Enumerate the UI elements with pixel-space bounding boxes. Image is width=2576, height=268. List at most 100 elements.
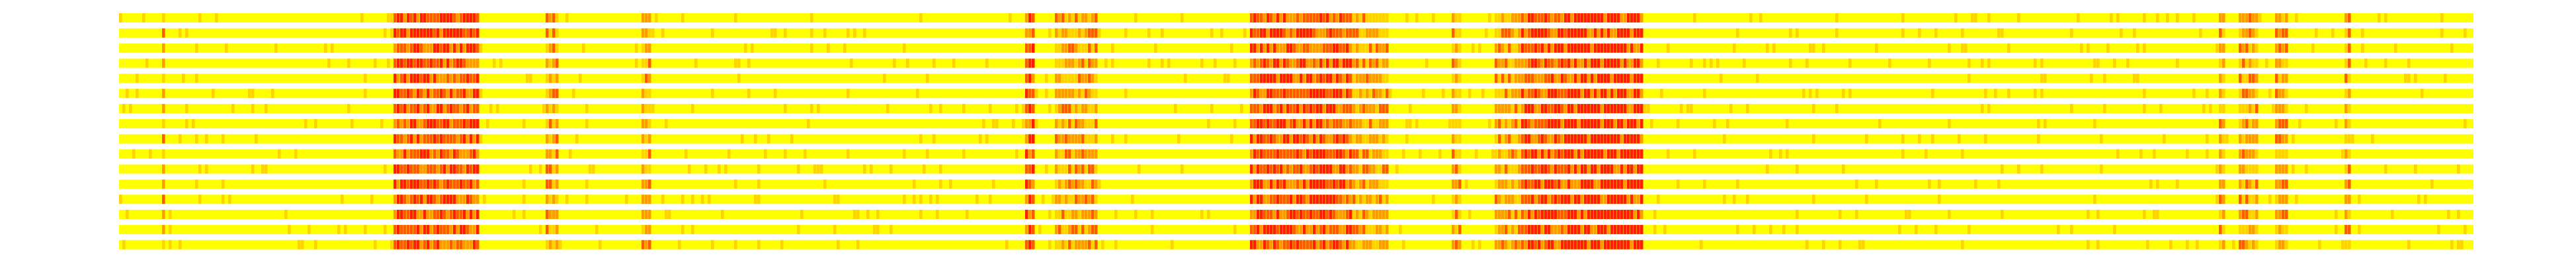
heatmap-cell: [2275, 118, 2278, 128]
heatmap-cell: [1028, 149, 1032, 159]
heatmap-cell: [2044, 118, 2047, 128]
heatmap-cell: [2282, 210, 2285, 220]
heatmap-cell: [473, 224, 476, 234]
heatmap-cell: [463, 164, 466, 174]
heatmap-cell: [1372, 73, 1376, 83]
heatmap-cell: [1515, 179, 1518, 189]
heatmap-cell: [1343, 179, 1346, 189]
heatmap-cell: [298, 240, 301, 249]
heatmap-cell: [384, 164, 387, 174]
heatmap-cell: [585, 104, 589, 114]
heatmap-cell: [2345, 224, 2348, 234]
heatmap-cell: [1091, 28, 1095, 38]
heatmap-cell: [466, 224, 470, 234]
heatmap-cell: [430, 58, 433, 68]
heatmap-cell: [1501, 104, 1505, 114]
heatmap-cell: [1842, 164, 1845, 174]
heatmap-cell: [1574, 134, 1577, 144]
heatmap-cell: [1640, 240, 1643, 249]
heatmap-cell: [384, 224, 387, 234]
heatmap-cell: [1624, 58, 1627, 68]
heatmap-cell: [1296, 240, 1300, 249]
heatmap-cell: [648, 240, 651, 249]
heatmap-cell: [1349, 73, 1352, 83]
heatmap-cell: [2116, 149, 2120, 159]
heatmap-cell: [1372, 134, 1376, 144]
heatmap-cell: [1620, 118, 1624, 128]
heatmap-cell: [1333, 149, 1336, 159]
heatmap-cell: [1534, 13, 1538, 22]
heatmap-cell: [466, 43, 470, 53]
heatmap-cell: [556, 134, 559, 144]
heatmap-cell: [1032, 28, 1035, 38]
heatmap-cell: [410, 134, 413, 144]
heatmap-cell: [427, 195, 430, 204]
heatmap-cell: [1634, 104, 1637, 114]
heatmap-cell: [1250, 195, 1253, 204]
heatmap-cell: [1366, 58, 1369, 68]
heatmap-cell: [430, 89, 433, 99]
heatmap-cell: [347, 58, 351, 68]
heatmap-cell: [1511, 179, 1515, 189]
heatmap-cell: [2282, 73, 2285, 83]
heatmap-cell: [443, 195, 446, 204]
heatmap-cell: [1339, 224, 1343, 234]
heatmap-cell: [1283, 179, 1286, 189]
heatmap-cell: [1253, 43, 1257, 53]
heatmap-cell: [1061, 118, 1065, 128]
heatmap-cell: [1293, 58, 1296, 68]
heatmap-cell: [2348, 73, 2351, 83]
heatmap-cell: [876, 224, 880, 234]
heatmap-cell: [1058, 134, 1061, 144]
heatmap-cell: [1095, 13, 1098, 22]
heatmap-cell: [1349, 195, 1352, 204]
heatmap-cell: [1323, 240, 1326, 249]
heatmap-cell: [1220, 28, 1224, 38]
heatmap-cell: [1250, 89, 1253, 99]
heatmap-cell: [2278, 195, 2282, 204]
heatmap-cell: [1455, 118, 1458, 128]
heatmap-cell: [642, 118, 645, 128]
heatmap-cell: [1554, 104, 1558, 114]
heatmap-cell: [546, 58, 549, 68]
heatmap-cell: [595, 224, 599, 234]
heatmap-cell: [1600, 195, 1604, 204]
heatmap-cell: [433, 43, 436, 53]
heatmap-cell: [1610, 73, 1614, 83]
heatmap-cell: [2249, 134, 2252, 144]
heatmap-cell: [1753, 224, 1756, 234]
heatmap-cell: [1270, 179, 1273, 189]
heatmap-cell: [1111, 58, 1114, 68]
heatmap-cell: [1369, 28, 1372, 38]
heatmap-cell: [427, 149, 430, 159]
heatmap-cell: [1915, 224, 1918, 234]
heatmap-cell: [893, 58, 896, 68]
heatmap-cell: [1055, 13, 1058, 22]
heatmap-cell: [1587, 89, 1591, 99]
heatmap-cell: [2345, 28, 2348, 38]
heatmap-cell: [1316, 118, 1319, 128]
heatmap-cell: [1541, 240, 1544, 249]
heatmap-cell: [1091, 118, 1095, 128]
heatmap-cell: [1356, 149, 1359, 159]
heatmap-cell: [1657, 195, 1660, 204]
heatmap-cell: [1181, 164, 1184, 174]
heatmap-cell: [1088, 164, 1091, 174]
heatmap-cell: [410, 240, 413, 249]
heatmap-cell: [198, 13, 202, 22]
heatmap-cell: [1495, 58, 1498, 68]
heatmap-cell: [394, 118, 397, 128]
heatmap-cell: [1974, 13, 1977, 22]
heatmap-cell: [1594, 195, 1597, 204]
heatmap-cell: [1283, 118, 1286, 128]
heatmap-cell: [1382, 210, 1386, 220]
heatmap-cell: [1329, 134, 1333, 144]
heatmap-cell: [446, 13, 450, 22]
heatmap-cell: [1961, 28, 1964, 38]
heatmap-cell: [1369, 58, 1372, 68]
heatmap-cell: [2143, 89, 2146, 99]
heatmap-cell: [1346, 134, 1349, 144]
heatmap-cell: [747, 89, 751, 99]
heatmap-cell: [1521, 28, 1524, 38]
heatmap-cell: [734, 179, 737, 189]
